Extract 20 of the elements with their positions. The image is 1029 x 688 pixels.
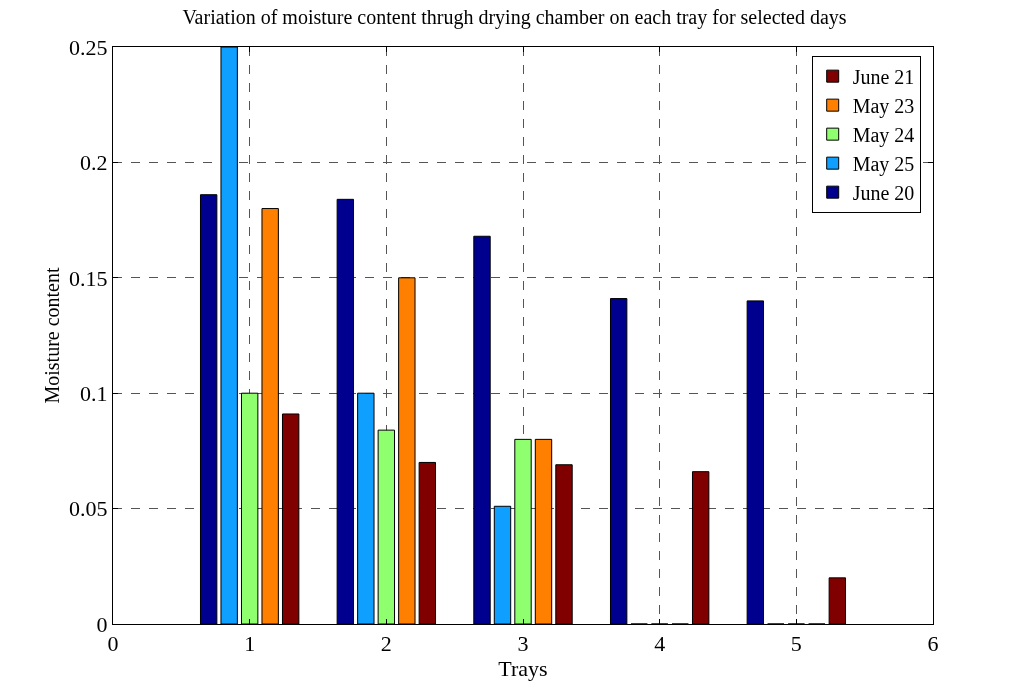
x-tick-label: 4 xyxy=(654,631,666,657)
y-tick-label: 0 xyxy=(96,611,108,637)
x-axis-title: Trays xyxy=(498,656,548,682)
legend-label: May 23 xyxy=(852,94,915,118)
legend-label: June 20 xyxy=(852,181,915,204)
legend-label: May 24 xyxy=(852,123,915,147)
y-tick-label: 0.2 xyxy=(80,150,108,176)
y-tick-label: 0.05 xyxy=(69,496,108,522)
x-tick-label: 3 xyxy=(517,631,529,657)
y-tick-label: 0.25 xyxy=(69,34,108,60)
x-tick-label: 1 xyxy=(244,631,256,657)
legend-label: May 25 xyxy=(852,152,915,176)
y-tick-label: 0.15 xyxy=(69,265,108,291)
chart-title: Variation of moisture content thrugh drying chamber on each tray for selected days xyxy=(182,6,847,30)
x-tick-label: 2 xyxy=(380,631,392,657)
y-axis-title: Moisture content xyxy=(40,267,63,404)
x-tick-label: 6 xyxy=(927,631,939,657)
legend-label: June 21 xyxy=(852,65,915,88)
x-tick-label: 5 xyxy=(790,631,802,657)
y-tick-label: 0.1 xyxy=(80,380,108,406)
